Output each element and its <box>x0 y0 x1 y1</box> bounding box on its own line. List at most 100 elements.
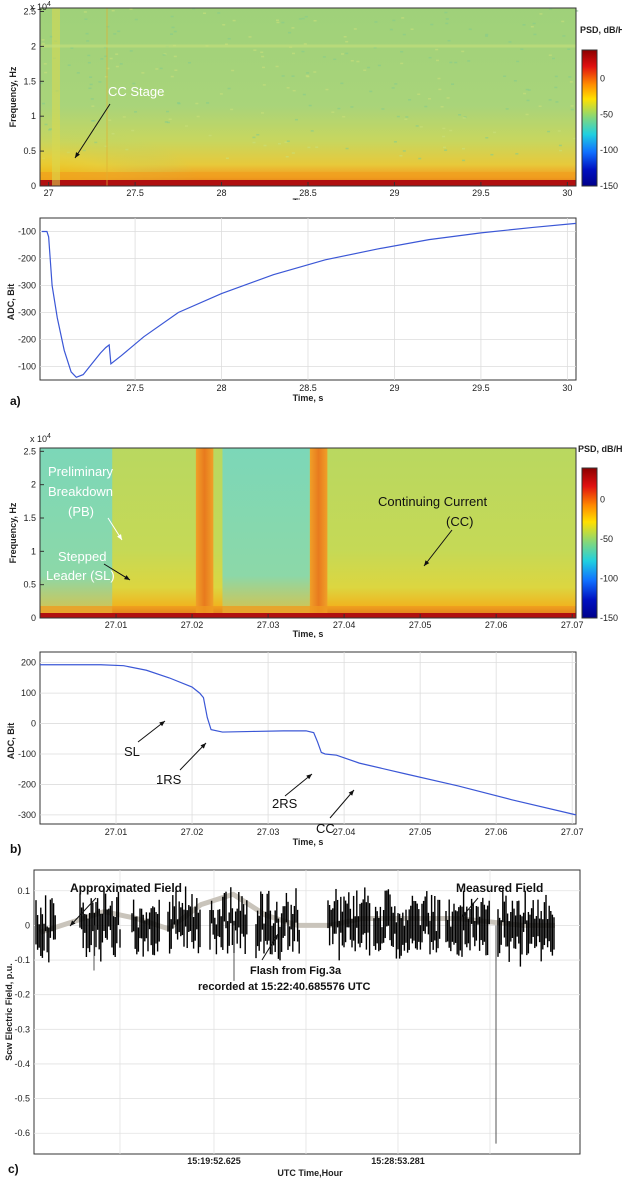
x-tick-label: 28 <box>217 188 227 198</box>
spectrogram-noise <box>109 57 113 60</box>
x-tick-label: 29 <box>389 383 399 393</box>
plot-frame <box>39 651 577 825</box>
x-tick-label: 29 <box>389 188 399 198</box>
spectrogram-a: 0 0.5 1 1.5 2 2.5x 104 27 27.5 28 28.5 29 29.5 30 Tim… <box>8 1 622 207</box>
spectrogram-noise <box>219 93 223 95</box>
spectrogram-noise <box>445 18 449 20</box>
y-axis-label: Scw Electric Field, p.u. <box>4 963 14 1061</box>
x-axis-label: UTC Time,Hour <box>277 1168 343 1178</box>
arrow-cc <box>329 789 355 819</box>
spectrogram-noise <box>538 105 542 107</box>
spectrogram-noise <box>442 135 446 138</box>
spectrogram-noise <box>533 33 537 36</box>
x-tick-label: 30 <box>562 188 572 198</box>
spectrogram-noise <box>227 37 231 40</box>
return-stroke-1-band <box>195 448 214 618</box>
x-tick-label: 27.01 <box>105 620 128 630</box>
y-tick-label: 0.5 <box>23 580 36 590</box>
spectrogram-noise <box>168 118 172 121</box>
spectrogram-noise <box>256 133 260 136</box>
annotation-cc-stage: CC Stage <box>108 84 164 99</box>
panel-label-a: a) <box>10 394 21 408</box>
spectrogram-noise <box>337 107 341 110</box>
spectrogram-noise <box>467 60 471 62</box>
spectrogram-noise <box>177 102 181 105</box>
panel-c-field: 0.1 0 -0.1 -0.2 -0.3 -0.4 -0.5 -0.6 15:19:52.625… <box>0 862 622 1180</box>
spectrogram-noise <box>90 98 94 100</box>
spectrogram-noise <box>402 150 406 152</box>
spectrogram-noise <box>292 52 296 55</box>
spectrogram-noise <box>530 25 534 28</box>
spectrogram-noise <box>261 55 265 58</box>
annotation-sl: SL <box>124 744 140 759</box>
panel-a-adc: -100 -200 -300 -300 -200 -100 27.5 28 28.5 29 29.5… <box>0 202 622 412</box>
spectrogram-noise <box>559 149 563 152</box>
colorbar-label: PSD, dB/Hz <box>578 444 622 454</box>
spectrogram-noise <box>252 141 256 144</box>
x-axis-label: Time, s <box>293 393 324 403</box>
colorbar <box>581 49 598 187</box>
arrow-sl-head <box>124 575 130 580</box>
colorbar-tick-label: -100 <box>600 574 618 584</box>
y-tick-label: 100 <box>21 688 36 698</box>
spectrogram-noise <box>392 19 396 22</box>
x-tick-label: 27.04 <box>333 827 356 837</box>
spectrogram-noise <box>308 104 312 107</box>
spectrogram-noise <box>173 30 177 33</box>
x-tick-label: 27.05 <box>409 827 432 837</box>
spectrogram-noise <box>399 155 403 157</box>
spectrogram-noise <box>70 47 74 49</box>
spectrogram-noise <box>436 59 440 62</box>
spectrogram-noise <box>294 118 298 121</box>
adc-chart-a: -100 -200 -300 -300 -200 -100 27.5 28 28.5 29 29.5… <box>6 217 577 403</box>
spectrogram-noise <box>170 33 174 35</box>
spectrogram-noise <box>415 125 419 127</box>
spectrogram-noise <box>129 8 133 10</box>
spectrogram-noise <box>558 144 562 147</box>
y-tick-label: -100 <box>18 362 36 372</box>
spectrogram-noise <box>298 18 302 20</box>
y-tick-label: -200 <box>18 779 36 789</box>
spectrogram-noise <box>291 75 295 77</box>
spectrogram-noise <box>164 121 168 123</box>
spectrogram-noise <box>551 57 555 60</box>
spectrogram-noise <box>539 13 543 15</box>
spectrogram-noise <box>516 60 520 63</box>
y-tick-label: 0 <box>31 613 36 623</box>
arrow-cc-head <box>348 790 354 796</box>
spectrogram-noise <box>129 50 133 52</box>
spectrogram-noise <box>313 71 317 73</box>
y-exponent-label: x 104 <box>30 433 51 444</box>
x-tick-label: 27.02 <box>181 827 204 837</box>
initial-flash-column <box>52 8 60 186</box>
annotation-flash-2: recorded at 15:22:40.685576 UTC <box>198 981 370 993</box>
x-axis-label: Time, s <box>293 197 324 200</box>
x-tick-label: 27.07 <box>561 827 584 837</box>
arrow-1rs-head <box>200 743 206 749</box>
spectrogram-noise <box>428 98 432 100</box>
x-tick-label: 27.06 <box>485 827 508 837</box>
spectrogram-noise <box>451 83 455 85</box>
spectrogram-noise <box>106 67 110 70</box>
annotation-pb-3: (PB) <box>68 504 94 519</box>
y-tick-label: -100 <box>18 749 36 759</box>
spectrogram-noise <box>485 35 489 37</box>
spectrogram-noise <box>306 75 310 78</box>
annotation-measured-field: Measured Field <box>456 881 543 895</box>
y-tick-label: 1.5 <box>23 513 36 523</box>
spectrogram-noise <box>505 108 509 110</box>
spectrogram-noise <box>104 75 108 78</box>
spectrogram-noise <box>170 75 174 78</box>
spectrogram-noise <box>525 113 529 116</box>
spectrogram-noise <box>253 49 257 51</box>
y-axis-label: ADC, Bit <box>6 284 16 321</box>
panel-label-b: b) <box>10 842 22 856</box>
spectrogram-noise <box>171 26 175 29</box>
spectrogram-noise <box>492 131 496 134</box>
spectrogram-noise <box>449 61 453 64</box>
spectrogram-noise <box>353 28 357 30</box>
y-tick-label: -0.3 <box>14 1024 30 1034</box>
spectrogram-noise <box>260 112 264 114</box>
spectrogram-noise <box>405 116 409 118</box>
spectrogram-noise <box>367 66 371 69</box>
